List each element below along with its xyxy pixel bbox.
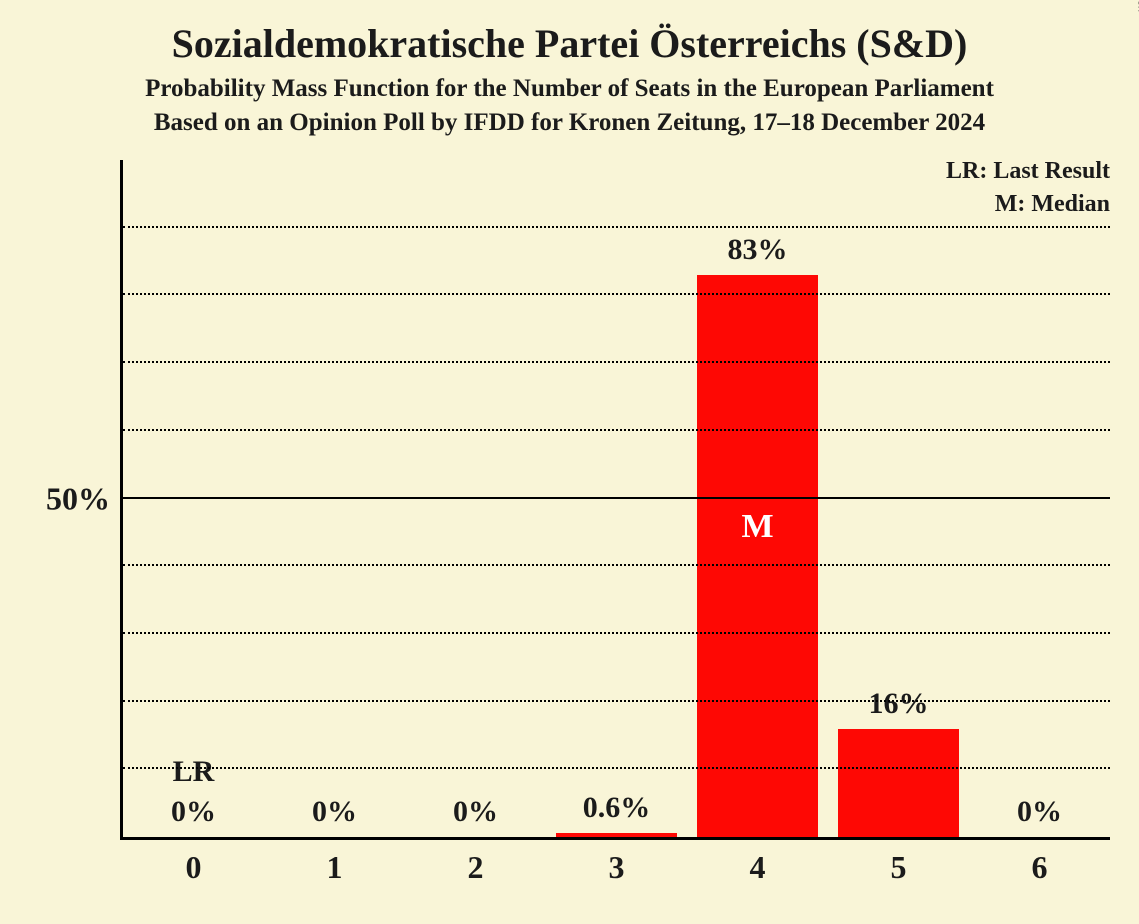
chart-subtitle-2: Based on an Opinion Poll by IFDD for Kro…: [24, 109, 1115, 137]
bar-value-label: 0.6%: [583, 791, 651, 825]
gridline-minor: [123, 632, 1110, 634]
bar: [556, 833, 677, 837]
x-tick-label: 3: [609, 849, 625, 886]
median-marker: M: [741, 508, 773, 546]
bar-slot: 16%5: [828, 160, 969, 837]
x-tick-label: 6: [1032, 849, 1048, 886]
bar-slot: 0.6%3: [546, 160, 687, 837]
bar-slot: 0%2: [405, 160, 546, 837]
bar-slot: 0%1: [264, 160, 405, 837]
bar-value-label: 0%: [1017, 795, 1062, 829]
gridline-minor: [123, 293, 1110, 295]
chart-title: Sozialdemokratische Partei Österreichs (…: [24, 20, 1115, 67]
bar-value-label: 0%: [453, 795, 498, 829]
copyright: © 2024 Filip van Laenen: [1135, 0, 1139, 12]
chart-container: Sozialdemokratische Partei Österreichs (…: [0, 0, 1139, 924]
bars-region: 0%LR00%10%20.6%383%M416%50%6: [123, 160, 1110, 837]
chart-subtitle-1: Probability Mass Function for the Number…: [24, 75, 1115, 103]
bar: [697, 275, 818, 837]
gridline-major: [123, 497, 1110, 499]
bar-slot: 0%LR0: [123, 160, 264, 837]
y-tick-label: 50%: [46, 480, 110, 517]
x-tick-label: 0: [186, 849, 202, 886]
bar-value-label: 83%: [728, 233, 788, 267]
bar-value-label: 0%: [312, 795, 357, 829]
x-axis: [120, 837, 1110, 840]
bar-slot: 83%M4: [687, 160, 828, 837]
x-tick-label: 4: [750, 849, 766, 886]
bar-slot: 0%6: [969, 160, 1110, 837]
last-result-marker: LR: [173, 755, 215, 789]
bar: [838, 729, 959, 837]
bar-value-label: 16%: [869, 687, 929, 721]
gridline-minor: [123, 361, 1110, 363]
bar-value-label: 0%: [171, 795, 216, 829]
plot-area: LR: Last Result M: Median 0%LR00%10%20.6…: [120, 160, 1110, 840]
gridline-minor: [123, 767, 1110, 769]
gridline-minor: [123, 700, 1110, 702]
gridline-minor: [123, 564, 1110, 566]
x-tick-label: 1: [327, 849, 343, 886]
gridline-minor: [123, 429, 1110, 431]
x-tick-label: 2: [468, 849, 484, 886]
gridline-minor: [123, 226, 1110, 228]
x-tick-label: 5: [891, 849, 907, 886]
